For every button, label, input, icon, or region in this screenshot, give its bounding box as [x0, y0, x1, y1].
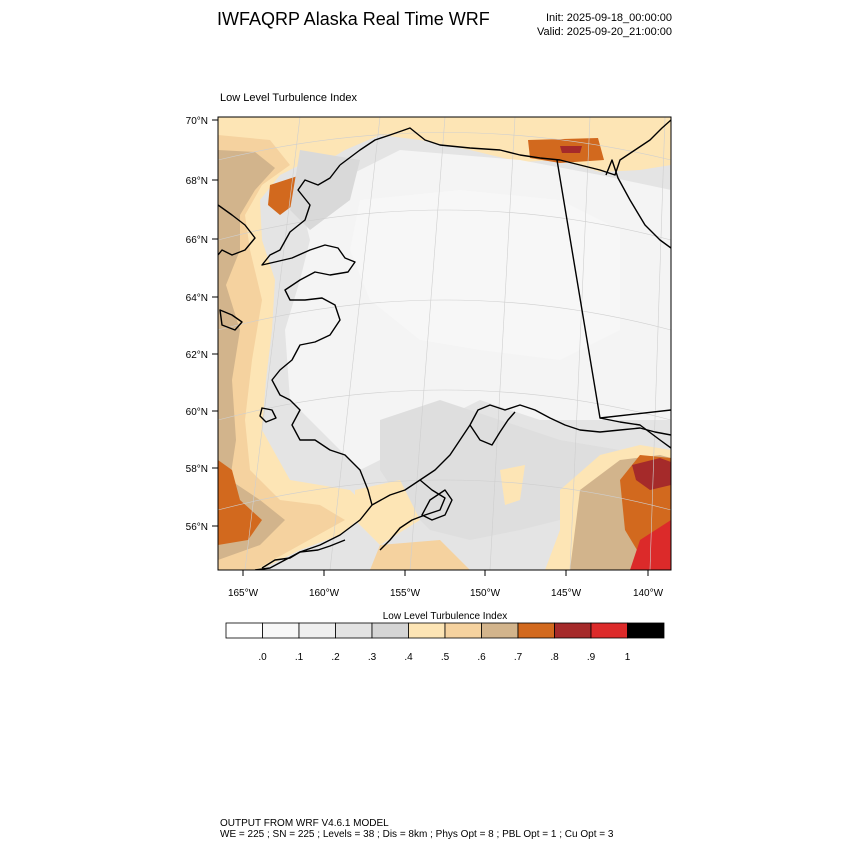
field-gulf-red [632, 458, 671, 490]
nunivak-island [259, 407, 277, 423]
colorbar-swatch [627, 622, 665, 639]
field-orange-west [218, 460, 262, 545]
colorbar-tick-label: .5 [441, 652, 450, 663]
field-brown-west [218, 150, 285, 560]
colorbar-swatch [335, 622, 373, 639]
map-frame [217, 116, 672, 571]
colorbar-tick-label: .1 [295, 652, 304, 663]
lon-label-165: 165°W [228, 588, 259, 599]
colorbar-swatch [371, 622, 409, 639]
colorbar-swatch [554, 622, 592, 639]
field-interior-mid [290, 150, 360, 230]
lat-label-64: 64°N [186, 293, 208, 304]
colorbar-tick-label: .6 [477, 652, 486, 663]
kodiak-island [421, 489, 453, 521]
graticule-line [218, 479, 671, 511]
init-time: Init: 2025-09-18_00:00:00 [546, 12, 672, 24]
colorbar-title: Low Level Turbulence Index [383, 611, 508, 622]
chukotka-coast [218, 204, 256, 256]
graticule-line [329, 117, 381, 570]
graticule-line [244, 117, 301, 570]
colorbar-tick-label: .2 [331, 652, 340, 663]
southcentral-coastline [371, 404, 671, 506]
field-south-beige [370, 540, 470, 570]
graticule [218, 117, 671, 570]
turbulence-field [218, 117, 671, 570]
figure-title: IWFAQRP Alaska Real Time WRF [217, 9, 490, 29]
lat-label-70: 70°N [186, 116, 208, 127]
colorbar-tick-label: 1 [625, 652, 631, 663]
colorbar-swatch [590, 622, 628, 639]
model-info-line1: OUTPUT FROM WRF V4.6.1 MODEL [220, 818, 389, 829]
graticule-line [218, 389, 671, 421]
model-info-line2: WE = 225 ; SN = 225 ; Levels = 38 ; Dis … [220, 829, 614, 840]
colorbar-swatch [225, 622, 263, 639]
field-gulf-bright-red [630, 520, 671, 570]
field-interior-lighter [350, 190, 620, 360]
lat-label-58: 58°N [186, 464, 208, 475]
lat-label-60: 60°N [186, 407, 208, 418]
colorbar-swatch [481, 622, 519, 639]
lon-label-145: 145°W [551, 588, 582, 599]
aleutian-chain [261, 539, 346, 569]
st-lawrence-island [219, 309, 243, 331]
yukon-boundary [599, 417, 671, 449]
lon-label-140: 140°W [633, 588, 664, 599]
colorbar-labels: .0 .1 .2 .3 .4 .5 .6 .7 .8 .9 1 [258, 652, 630, 663]
colorbar-swatch [298, 622, 336, 639]
western-coastline [254, 164, 373, 570]
colorbar-tick-label: .3 [368, 652, 377, 663]
coastlines [218, 119, 671, 570]
field-arctic-red [560, 146, 582, 153]
graticule-line [409, 117, 446, 570]
alaska-peninsula-coast [379, 479, 446, 551]
alaska-coastline [339, 119, 671, 176]
field-south-tan [355, 480, 420, 545]
lat-label-62: 62°N [186, 350, 208, 361]
graticule-line [569, 117, 591, 570]
longitude-axis: 165°W 160°W 155°W 150°W 145°W 140°W [228, 570, 664, 599]
colorbar-tick-label: .9 [587, 652, 596, 663]
graticule-line [218, 132, 671, 161]
lat-label-68: 68°N [186, 176, 208, 187]
colorbar-swatch [262, 622, 300, 639]
colorbar-swatch [444, 622, 482, 639]
colorbar [225, 622, 665, 639]
colorbar-swatch [408, 622, 446, 639]
colorbar-tick-label: .8 [550, 652, 559, 663]
colorbar-tick-label: .4 [404, 652, 413, 663]
lat-label-66: 66°N [186, 235, 208, 246]
colorbar-swatch [517, 622, 555, 639]
lon-label-160: 160°W [309, 588, 340, 599]
lat-label-56: 56°N [186, 522, 208, 533]
graticule-line [649, 117, 666, 570]
field-tan-west [218, 117, 370, 570]
lon-label-155: 155°W [390, 588, 421, 599]
colorbar-tick-label: .0 [258, 652, 267, 663]
graticule-line [489, 117, 516, 570]
canadian-coast [605, 159, 671, 249]
graticule-line [218, 209, 671, 241]
valid-time: Valid: 2025-09-20_21:00:00 [537, 26, 672, 38]
latitude-axis: 70°N 68°N 66°N 64°N 62°N 60°N 58°N 56°N [186, 116, 218, 533]
kenai-coastline [469, 411, 516, 446]
lon-label-150: 150°W [470, 588, 501, 599]
plot-title: Low Level Turbulence Index [220, 92, 357, 104]
colorbar-tick-label: .7 [514, 652, 523, 663]
graticule-line [218, 299, 671, 331]
field-south-tan-2 [500, 465, 525, 505]
